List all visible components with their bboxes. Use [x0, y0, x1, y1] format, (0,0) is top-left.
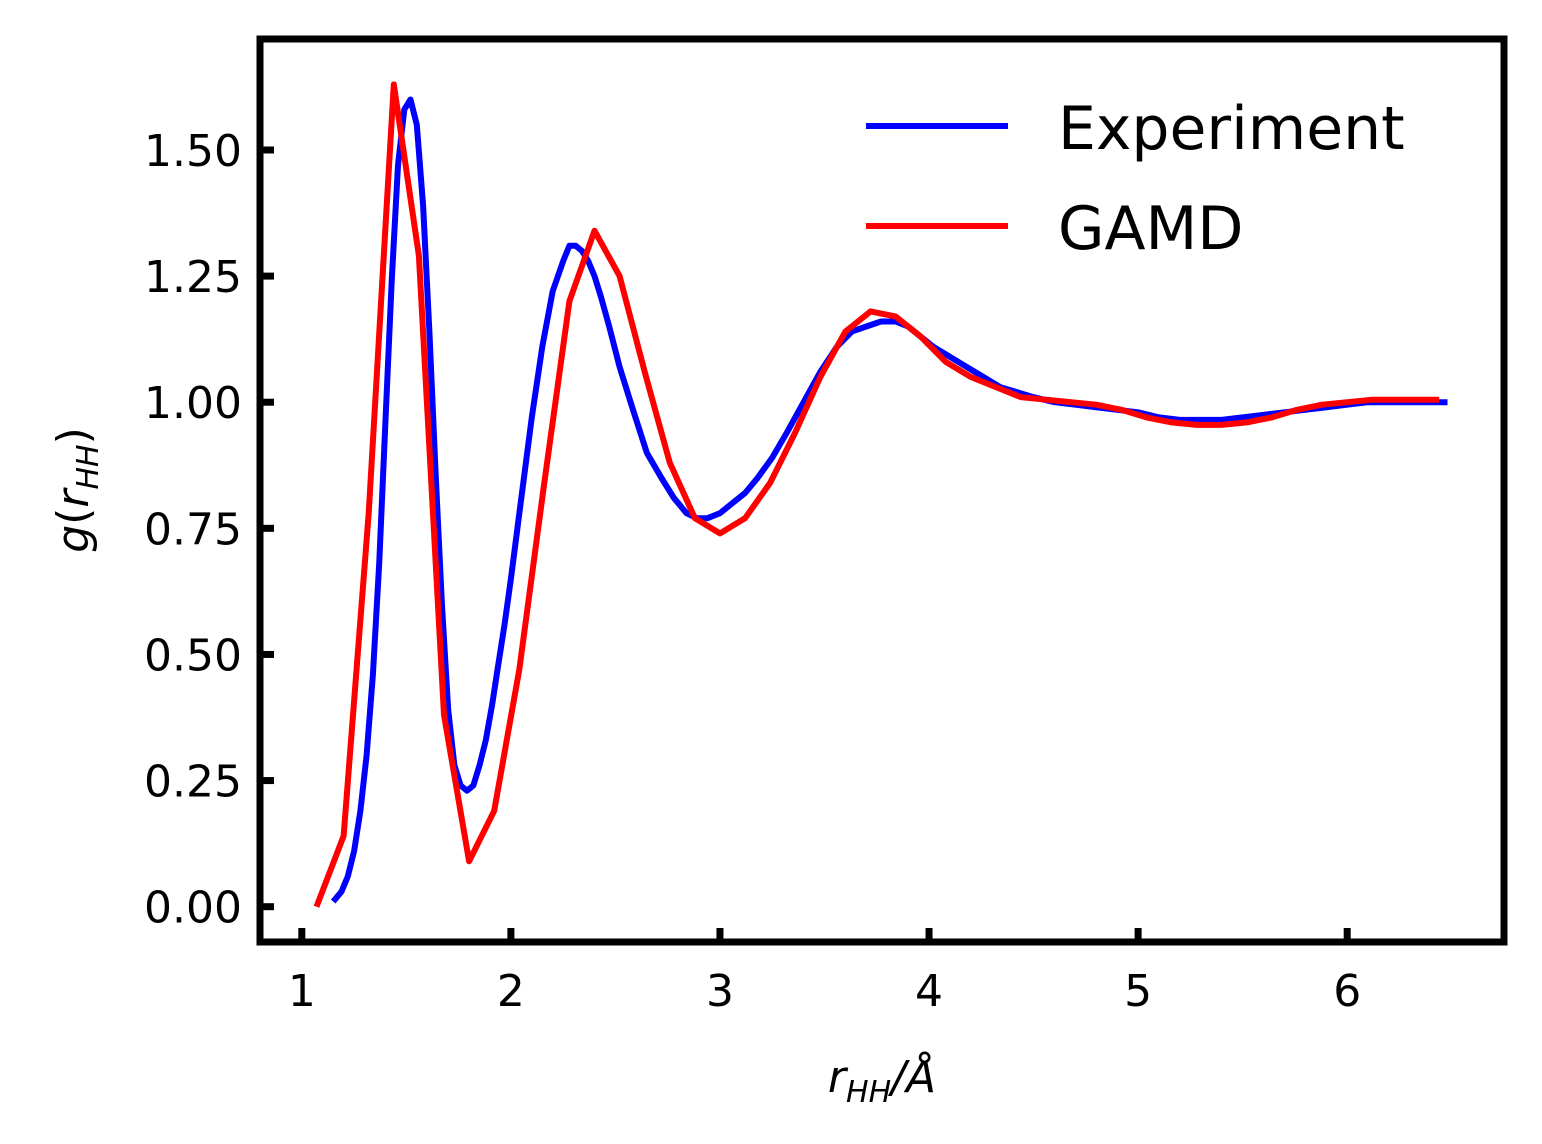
x-axis-label: rHH/Å: [828, 1050, 936, 1110]
y-tick-label: 1.00: [144, 378, 242, 429]
x-tick-label: 3: [706, 966, 734, 1017]
legend: Experiment GAMD: [866, 94, 1405, 264]
legend-label-experiment: Experiment: [1058, 94, 1405, 164]
y-tick-label: 0.25: [144, 757, 242, 808]
x-tick-label: 1: [288, 966, 316, 1017]
y-tick-label: 1.50: [144, 126, 242, 177]
plot-frame: [256, 35, 1508, 946]
y-tick-label: 0.50: [144, 630, 242, 681]
x-tick-label: 6: [1333, 966, 1361, 1017]
x-tick-label: 2: [497, 966, 525, 1017]
x-tick-label: 5: [1124, 966, 1152, 1017]
legend-label-gamd: GAMD: [1058, 194, 1244, 264]
y-axis-label: g(rHH): [48, 427, 106, 553]
y-tick-label: 1.25: [144, 252, 242, 303]
series-layer: [313, 81, 1448, 908]
y-tick-label: 0.75: [144, 504, 242, 555]
series-line-gamd: [313, 81, 1440, 908]
ticks-layer: 1 2 3 4 5 6 0.00 0.25 0.50 0.75 1.00 1.25 1.50: [144, 126, 1361, 1017]
x-tick-label: 4: [915, 966, 943, 1017]
y-tick-label: 0.00: [144, 883, 242, 934]
